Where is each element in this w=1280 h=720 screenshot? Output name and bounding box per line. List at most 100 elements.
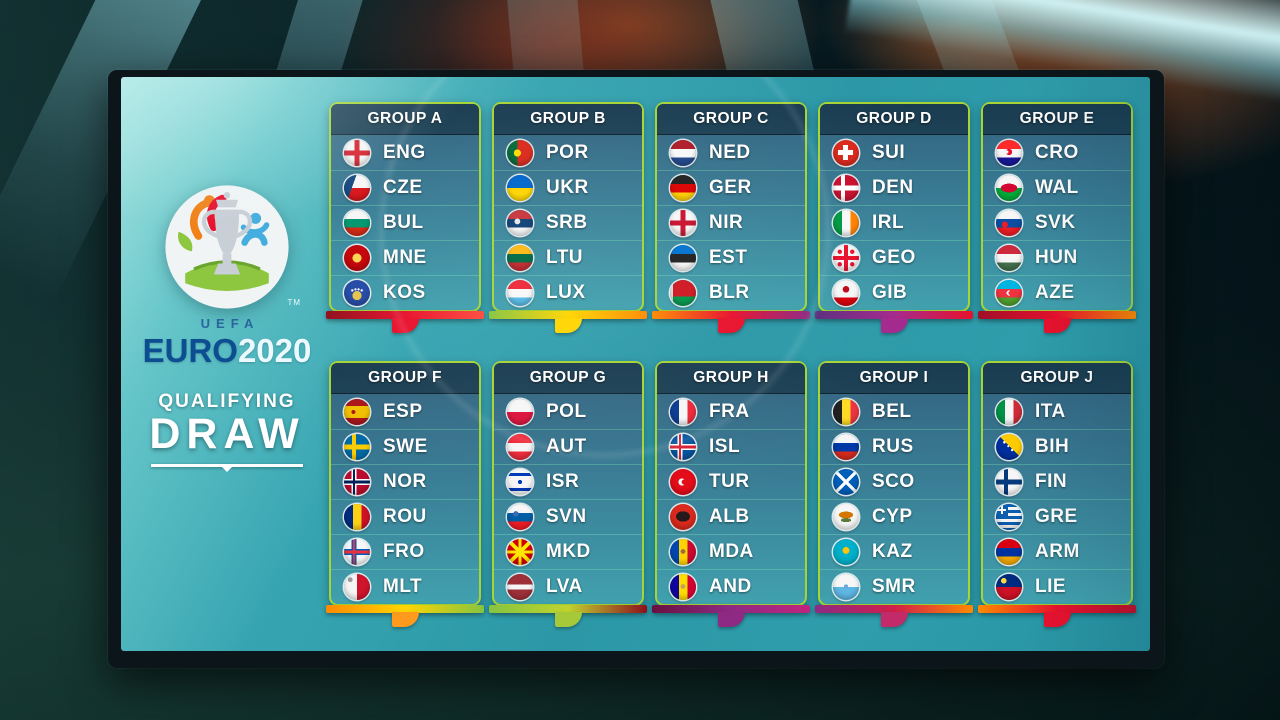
- group-teams-j: ITA BIH FIN GRE ARM LIE: [983, 394, 1131, 604]
- draw-label: DRAW: [149, 410, 305, 458]
- flag-icon-cro: [996, 139, 1022, 166]
- uefa-label: UEFA: [200, 316, 260, 331]
- team-code-lva: LVA: [546, 576, 583, 597]
- team-row-bih: BIH: [983, 429, 1131, 464]
- team-code-isl: ISL: [709, 436, 741, 457]
- group-teams-e: CRO WAL SVK HUN AZE: [983, 135, 1131, 310]
- euro2020-branding: TM UEFA EURO2020 QUALIFYING DRAW: [127, 181, 327, 467]
- flag-icon-mne: [344, 245, 370, 271]
- flag-icon-lie: [996, 574, 1022, 600]
- team-row-sui: SUI: [820, 135, 968, 170]
- team-code-alb: ALB: [709, 506, 750, 527]
- flag-icon-rou: [344, 504, 370, 530]
- team-row-mkd: MKD: [494, 534, 642, 569]
- team-code-blr: BLR: [709, 282, 750, 303]
- team-row-isl: ISL: [657, 429, 805, 464]
- flag-icon-hun: [996, 245, 1022, 271]
- flag-icon-ltu: [507, 245, 533, 271]
- team-code-mkd: MKD: [546, 541, 591, 562]
- team-code-svn: SVN: [546, 506, 587, 527]
- flag-icon-smr: [833, 574, 859, 600]
- team-row-ukr: UKR: [494, 170, 642, 205]
- team-row-fro: FRO: [331, 534, 479, 569]
- team-code-cyp: CYP: [872, 506, 913, 527]
- team-row-swe: SWE: [331, 429, 479, 464]
- team-row-kaz: KAZ: [820, 534, 968, 569]
- group-card-d: GROUP D SUI DEN IRL GEO GIB: [815, 102, 973, 333]
- draw-screen: TM UEFA EURO2020 QUALIFYING DRAW GROUP A…: [121, 77, 1150, 651]
- ribbon-e: [978, 311, 1136, 333]
- team-row-rus: RUS: [820, 429, 968, 464]
- ribbon-h: [652, 605, 810, 627]
- flag-icon-ukr: [507, 175, 533, 201]
- team-code-mlt: MLT: [383, 576, 423, 597]
- team-row-mne: MNE: [331, 240, 479, 275]
- euro2020-logo: TM: [161, 181, 300, 313]
- team-row-lva: LVA: [494, 569, 642, 604]
- ribbon-curl-e: [1044, 318, 1072, 333]
- ribbon-curl-f: [392, 612, 420, 627]
- flag-icon-lux: [507, 280, 533, 306]
- team-code-geo: GEO: [872, 247, 916, 268]
- team-row-svk: SVK: [983, 205, 1131, 240]
- team-code-cro: CRO: [1035, 141, 1079, 163]
- ribbon-curl-g: [555, 612, 583, 627]
- team-code-cze: CZE: [383, 177, 423, 198]
- team-code-ger: GER: [709, 177, 752, 198]
- ribbon-curl-b: [555, 318, 583, 333]
- flag-icon-bel: [833, 398, 859, 425]
- flag-icon-aut: [507, 434, 533, 460]
- group-card-j: GROUP J ITA BIH FIN GRE ARM LIE: [978, 361, 1136, 627]
- team-code-bih: BIH: [1035, 436, 1070, 457]
- team-code-fin: FIN: [1035, 471, 1068, 492]
- team-row-blr: BLR: [657, 275, 805, 310]
- group-title-f: GROUP F: [331, 363, 479, 394]
- team-code-tur: TUR: [709, 471, 750, 492]
- flag-icon-irl: [833, 210, 859, 236]
- team-code-eng: ENG: [383, 141, 426, 163]
- group-title-i: GROUP I: [820, 363, 968, 394]
- flag-icon-swe: [344, 434, 370, 460]
- flag-icon-nor: [344, 469, 370, 495]
- group-teams-h: FRA ISL TUR ALB MDA AND: [657, 394, 805, 604]
- team-row-hun: HUN: [983, 240, 1131, 275]
- flag-icon-bul: [344, 210, 370, 236]
- ribbon-f: [326, 605, 484, 627]
- team-code-and: AND: [709, 576, 752, 597]
- team-row-alb: ALB: [657, 499, 805, 534]
- team-code-hun: HUN: [1035, 247, 1078, 268]
- flag-icon-ger: [670, 175, 696, 201]
- team-row-smr: SMR: [820, 569, 968, 604]
- flag-icon-fro: [344, 539, 370, 565]
- team-row-tur: TUR: [657, 464, 805, 499]
- group-teams-d: SUI DEN IRL GEO GIB: [820, 135, 968, 310]
- flag-icon-eng: [344, 139, 370, 166]
- ribbon-a: [326, 311, 484, 333]
- flag-icon-nir: [670, 210, 696, 236]
- flag-icon-tur: [670, 469, 696, 495]
- team-row-den: DEN: [820, 170, 968, 205]
- team-code-aut: AUT: [546, 436, 587, 457]
- flag-icon-mlt: [344, 574, 370, 600]
- team-code-fro: FRO: [383, 541, 425, 562]
- ribbon-curl-d: [881, 318, 909, 333]
- flag-icon-gib: [833, 280, 859, 306]
- flag-icon-est: [670, 245, 696, 271]
- flag-icon-blr: [670, 280, 696, 306]
- group-title-j: GROUP J: [983, 363, 1131, 394]
- group-teams-a: ENG CZE BUL MNE KOS: [331, 135, 479, 310]
- team-row-cro: CRO: [983, 135, 1131, 170]
- qualifying-label: QUALIFYING: [158, 391, 296, 412]
- team-row-bul: BUL: [331, 205, 479, 240]
- ribbon-j: [978, 605, 1136, 627]
- team-row-bel: BEL: [820, 394, 968, 429]
- team-row-est: EST: [657, 240, 805, 275]
- flag-icon-lva: [507, 574, 533, 600]
- group-teams-i: BEL RUS SCO CYP KAZ SMR: [820, 394, 968, 604]
- team-code-sui: SUI: [872, 141, 906, 163]
- group-title-e: GROUP E: [983, 104, 1131, 135]
- flag-icon-cyp: [833, 504, 859, 530]
- team-code-bel: BEL: [872, 400, 912, 422]
- team-row-por: POR: [494, 135, 642, 170]
